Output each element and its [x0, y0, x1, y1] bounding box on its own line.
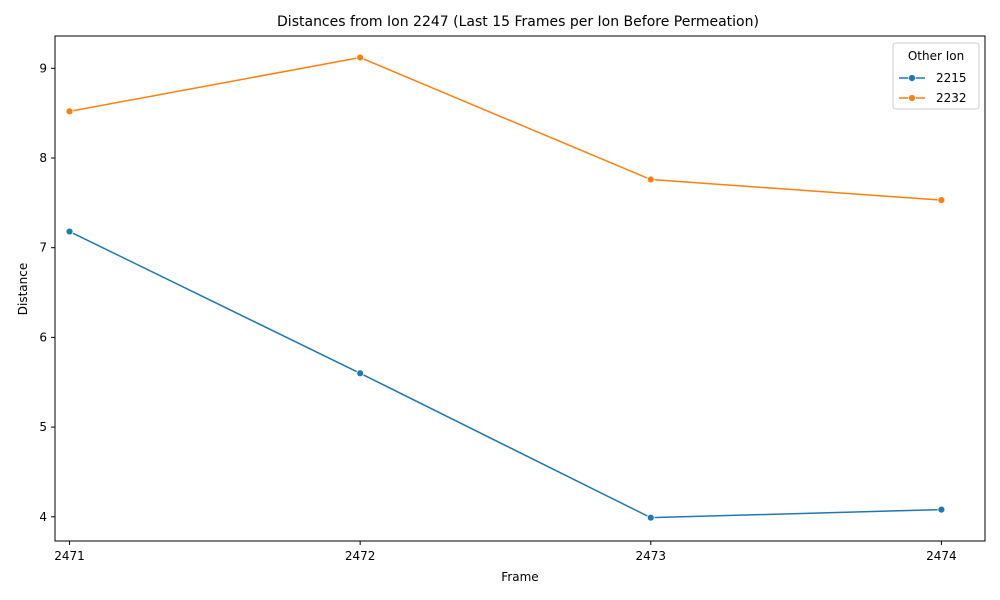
plot-area: 2471 2472 2473 2474 4 5 6 7 8 9 [39, 35, 986, 563]
data-point-2232 [356, 53, 365, 62]
data-point-2232 [937, 196, 946, 205]
chart-title: Distances from Ion 2247 (Last 15 Frames … [277, 14, 759, 30]
y-tick-label: 9 [39, 61, 47, 75]
x-axis: 2471 2472 2473 2474 [54, 541, 957, 563]
data-point-2215 [646, 513, 655, 522]
series-line-2232 [69, 56, 942, 201]
legend-box [892, 42, 980, 110]
y-tick-label: 5 [39, 420, 47, 434]
y-axis: 4 5 6 7 8 9 [39, 61, 55, 524]
y-tick-label: 8 [39, 151, 47, 165]
plot-frame [54, 35, 986, 542]
x-tick-label: 2472 [345, 549, 376, 563]
data-point-2232 [646, 175, 655, 184]
x-tick-label: 2474 [926, 549, 957, 563]
y-tick-label: 7 [39, 241, 47, 255]
data-point-2232 [65, 107, 74, 116]
legend-swatch-marker-2215 [908, 74, 916, 82]
legend-title: Other Ion [908, 49, 964, 63]
legend: Other Ion 2215 2232 [892, 42, 980, 110]
y-tick-label: 4 [39, 510, 47, 524]
data-point-2215 [937, 505, 946, 514]
legend-entry-2215: 2215 [936, 71, 967, 85]
x-axis-label: Frame [501, 570, 538, 584]
legend-entry-2232: 2232 [936, 91, 967, 105]
x-tick-label: 2473 [636, 549, 667, 563]
legend-items: 2215 2232 [899, 71, 967, 105]
legend-swatch-marker-2232 [908, 94, 916, 102]
data-point-2215 [356, 369, 365, 378]
series-line-2215 [69, 230, 942, 519]
series-layer [65, 53, 946, 522]
data-point-2215 [65, 227, 74, 236]
y-tick-label: 6 [39, 330, 47, 344]
y-axis-label: Distance [16, 263, 30, 315]
x-tick-label: 2471 [54, 549, 85, 563]
